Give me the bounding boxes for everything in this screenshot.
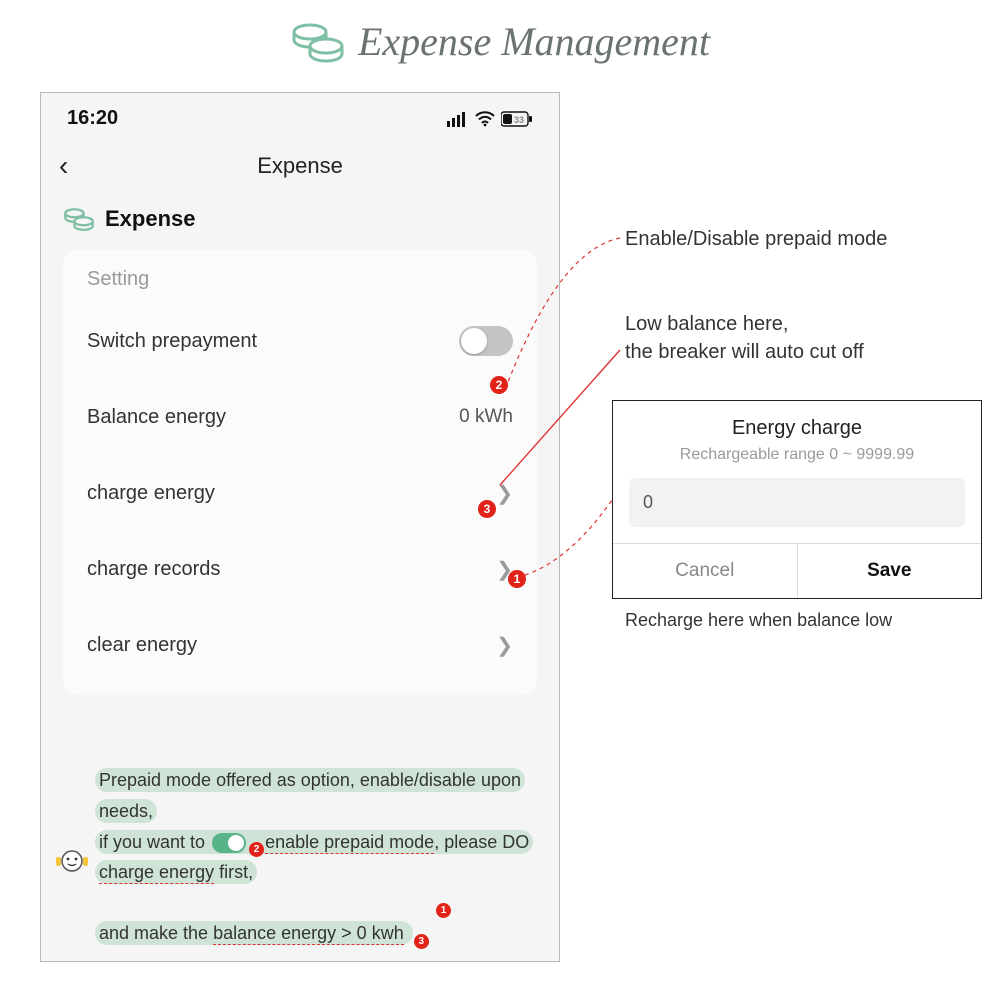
annotation-lowbalance: Low balance here,the breaker will auto c… [625,310,864,366]
signal-icon [447,111,469,127]
mini-toggle-icon [212,833,246,853]
save-button[interactable]: Save [798,544,982,598]
prepayment-toggle[interactable] [459,326,513,356]
popup-caption: Recharge here when balance low [625,610,892,631]
popup-title: Energy charge [629,417,965,440]
row-clear-energy[interactable]: clear energy ❯ [87,607,513,683]
popup-subtitle: Rechargeable range 0 ~ 9999.99 [629,446,965,464]
badge-1: 1 [436,903,451,918]
headset-face-icon [55,847,89,875]
page-title-text: Expense Management [358,18,710,65]
recharge-input[interactable]: 0 [629,478,965,527]
badge-2: 2 [249,842,264,857]
chevron-right-icon: ❯ [496,633,513,658]
row-switch-prepayment[interactable]: Switch prepayment [87,303,513,379]
section-header: Expense [41,202,559,250]
cancel-button[interactable]: Cancel [613,544,798,598]
badge-2: 2 [490,376,508,394]
chevron-right-icon: ❯ [496,481,513,506]
row-label: Balance energy [87,406,226,429]
row-label: charge energy [87,482,215,505]
section-title: Expense [105,206,196,232]
badge-3: 3 [478,500,496,518]
row-balance-energy[interactable]: Balance energy 0 kWh [87,379,513,455]
row-charge-records[interactable]: charge records ❯ [87,531,513,607]
badge-1: 1 [508,570,526,588]
footer-note: Prepaid mode offered as option, enable/d… [95,765,545,949]
page-title: Expense Management [0,0,1000,73]
badge-3: 3 [414,934,429,949]
note-line-1: Prepaid mode offered as option, enable/d… [95,768,525,823]
nav-title: Expense [41,153,559,179]
status-bar: 16:20 33 [41,93,559,140]
energy-charge-popup: Energy charge Rechargeable range 0 ~ 999… [612,400,982,599]
settings-card: Setting Switch prepayment Balance energy… [63,250,537,695]
row-charge-energy[interactable]: charge energy ❯ [87,455,513,531]
row-label: Switch prepayment [87,330,257,353]
svg-text:33: 33 [514,115,524,125]
coins-icon [290,20,346,64]
coins-icon [63,206,95,232]
balance-value: 0 kWh [459,406,513,428]
wifi-icon [475,111,495,127]
status-icons: 33 [447,111,533,127]
phone-frame: 16:20 33 ‹ Expense [40,92,560,962]
annotation-prepaid: Enable/Disable prepaid mode [625,225,887,253]
card-title: Setting [87,268,513,291]
status-time: 16:20 [67,107,118,130]
nav-bar: ‹ Expense [41,140,559,202]
row-label: clear energy [87,634,197,657]
battery-icon: 33 [501,111,533,127]
row-label: charge records [87,558,220,581]
